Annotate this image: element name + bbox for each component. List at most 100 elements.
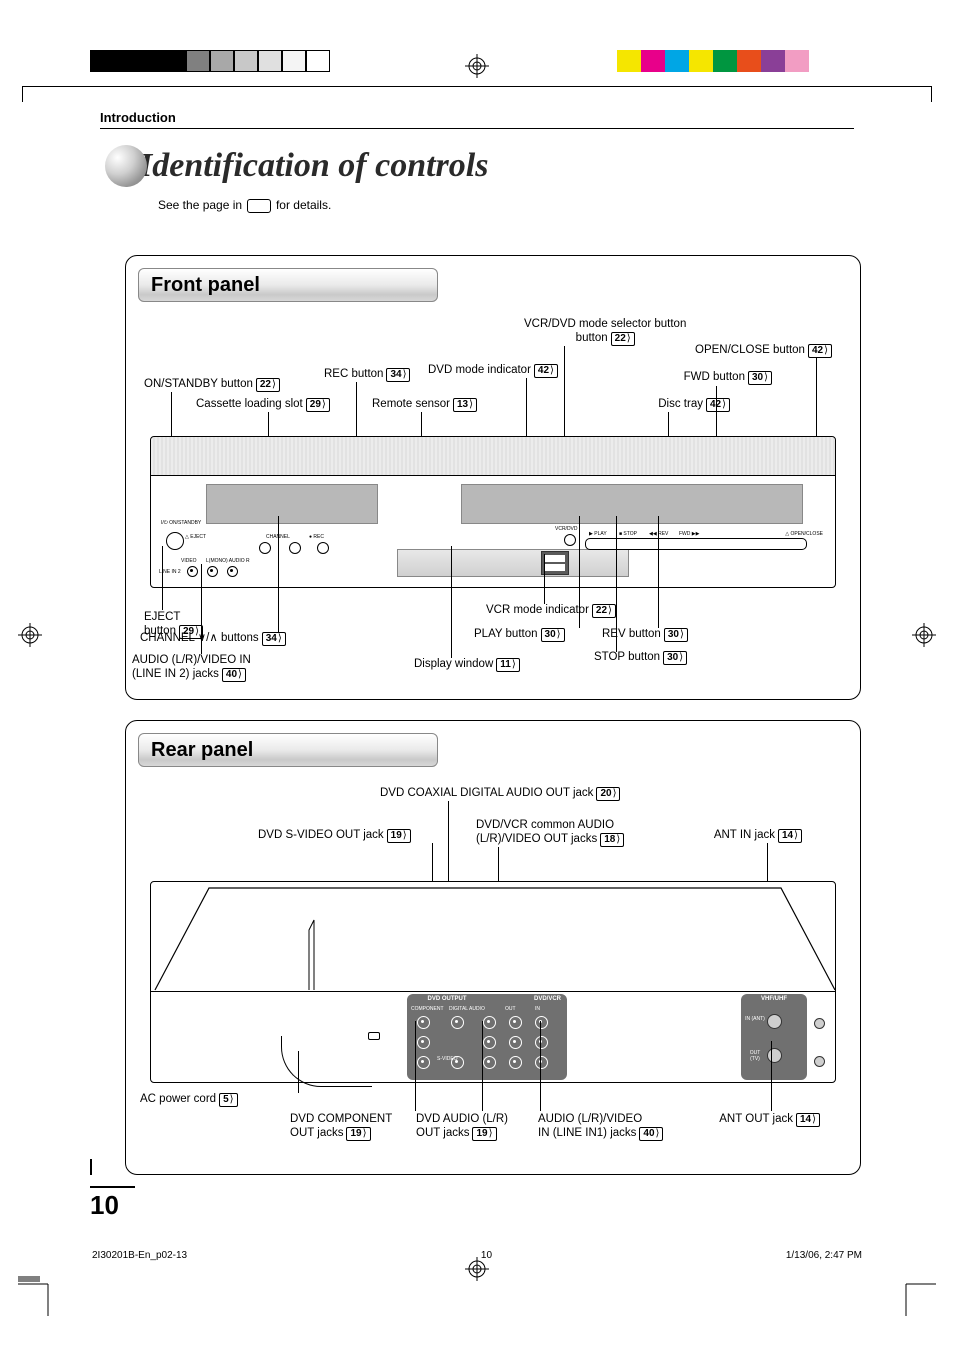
registration-top [0,50,954,80]
subtitle-pre: See the page in [158,198,242,212]
pagenum-tick [90,1159,92,1175]
callout-common: DVD/VCR common AUDIO (L/R)/VIDEO OUT jac… [476,819,624,847]
callout-display: Display window11 [414,658,520,672]
callout-dvd-audio: DVD AUDIO (L/R) OUT jacks19 [416,1113,508,1141]
leader [482,1021,483,1111]
margin-tick [931,86,932,102]
sphere-icon [105,145,147,187]
rear-slope [151,882,839,992]
screw [814,1018,825,1029]
line1-audio-l-in [535,1016,548,1029]
callout-onstandby: ON/STANDBY button22 [144,378,280,392]
page-number: 10 [90,1186,135,1221]
subtitle-post: for details. [276,198,331,212]
registration-mark-left-icon [18,623,42,647]
rec-button [317,542,329,554]
audio-l-jack [207,566,218,577]
leader [771,1041,772,1111]
registration-mark-right-icon [912,623,936,647]
callout-fwd: FWD button30 [684,371,772,385]
title-row: Identification of controls [105,145,488,187]
callout-linein1: AUDIO (L/R)/VIDEO IN (LINE IN1) jacks40 [538,1113,663,1141]
dvd-video-out [483,1056,496,1069]
label-svideo: S-VIDEO [437,1056,458,1062]
leader [278,516,279,632]
callout-cassette: Cassette loading slot29 [196,398,330,412]
disc-tray [461,484,803,524]
pageref-icon [247,199,270,213]
label-component: COMPONENT [411,1006,444,1012]
ch-up-button [289,542,301,554]
page-title: Identification of controls [139,147,488,185]
video-in-jack [187,566,198,577]
coaxial-jack [451,1016,464,1029]
callout-component: DVD COMPONENT OUT jacks19 [290,1113,392,1141]
front-device-body: △ EJECT I/⏻ ON/STANDBY CHANNEL ● REC VID… [151,476,835,588]
leader [544,554,545,604]
front-device: △ EJECT I/⏻ ON/STANDBY CHANNEL ● REC VID… [150,436,836,588]
label-open: △ OPEN/CLOSE [785,531,823,537]
rear-device: DVD OUTPUT DVD/VCR COMPONENT DIGITAL AUD… [150,881,836,1083]
audio-r-jack [227,566,238,577]
ant-in-jack [767,1014,782,1029]
rear-panel-box: Rear panel DVD COAXIAL DIGITAL AUDIO OUT… [125,720,861,1175]
label-stop: ■ STOP [619,531,637,537]
callout-svideo: DVD S-VIDEO OUT jack19 [258,829,411,843]
vcrdvd-button [564,534,576,546]
callout-vcrdvd-selector: VCR/DVD mode selector button button22 [524,318,686,346]
label-vcrdvd: VCR/DVD [555,526,578,532]
callout-disctray: Disc tray42 [658,398,730,412]
cassette-slot [206,484,378,524]
page: Introduction Identification of controls … [0,0,954,1351]
dvd-audio-l-out [483,1016,496,1029]
callout-power-cord: AC power cord5 [140,1093,238,1107]
margin-line [22,86,932,87]
label-dvdout: DVD OUTPUT [407,996,487,1002]
callout-coaxial: DVD COAXIAL DIGITAL AUDIO OUT jack20 [380,787,620,801]
margin-tick [22,86,23,102]
callout-play: PLAY button30 [474,628,565,642]
leader [162,546,163,610]
section-header: Introduction [100,110,176,125]
rear-panel-tab: Rear panel [138,733,438,767]
label-out: OUT [505,1006,516,1012]
leader [540,1021,541,1111]
callout-rec: REC button34 [324,368,410,382]
label-onstandby: I/⏻ ON/STANDBY [161,520,201,526]
label-rec: ● REC [309,534,324,540]
display-window [397,549,629,577]
color-swatches [617,50,809,72]
ant-out-jack [767,1048,782,1063]
registration-mark-bottom-icon [465,1257,489,1281]
common-audio-r-out [509,1036,522,1049]
callout-antin: ANT IN jack14 [714,829,802,843]
power-cord [281,1036,372,1087]
rear-bottom: DVD OUTPUT DVD/VCR COMPONENT DIGITAL AUD… [151,991,835,1082]
leader [415,1021,416,1111]
label-fwd: FWD ▶▶ [679,531,699,537]
common-video-out [509,1056,522,1069]
label-play: ▶ PLAY [589,531,607,537]
ch-down-button [259,542,271,554]
label-in: IN [535,1006,540,1012]
line1-audio-r-in [535,1036,548,1049]
leader [658,516,659,628]
transport-buttons [585,538,807,550]
callout-channel: CHANNEL ∨/∧ buttons34 [140,632,286,646]
screw [814,1056,825,1067]
dvd-audio-r-out [483,1036,496,1049]
power-button [166,532,184,550]
component-y-jack [417,1016,430,1029]
ant-panel: VHF/UHF IN (ANT) OUT (TV) [741,994,807,1080]
footer-date: 1/13/06, 2:47 PM [786,1250,862,1261]
label-outtv: OUT (TV) [745,1050,765,1062]
front-panel-box: Front panel VCR/DVD mode selector button… [125,255,861,700]
front-device-top [151,437,835,476]
component-pb-jack [417,1036,430,1049]
label-digital: DIGITAL AUDIO [449,1006,485,1012]
label-dvdvcr: DVD/VCR [534,996,561,1002]
footer-file: 2I30201B-En_p02-13 [92,1250,187,1261]
label-audio: L(MONO) AUDIO R [206,558,250,564]
crop-mark-br-icon [896,1276,936,1316]
section-rule [100,128,854,129]
